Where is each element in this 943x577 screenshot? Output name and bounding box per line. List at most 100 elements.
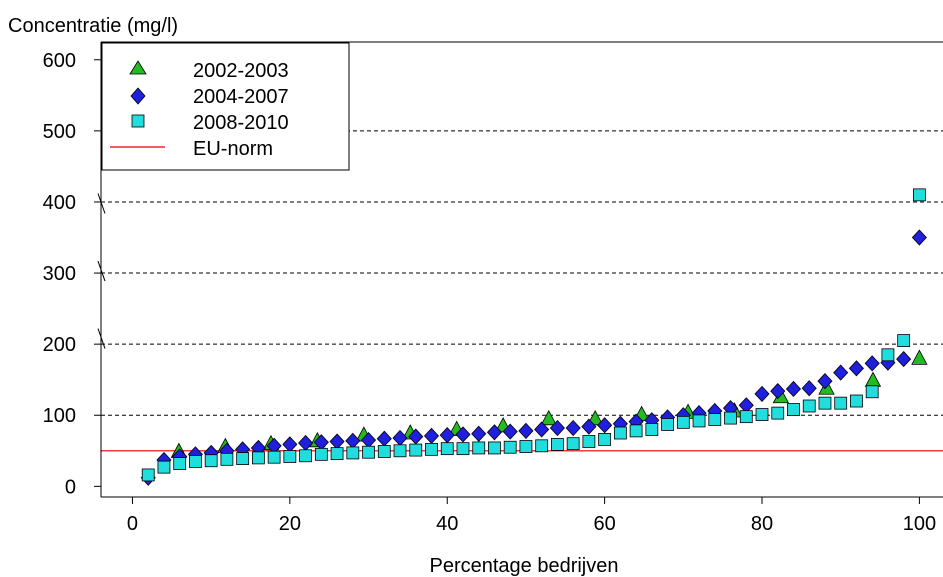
point-2008-2010-2: [173, 457, 187, 470]
point-2004-2007-45: [848, 360, 864, 377]
point-2008-2010-47: [881, 348, 895, 362]
y-tick-label-400: 400: [43, 192, 76, 214]
point-2004-2007-40: [770, 382, 786, 400]
x-tick-label-0: 0: [127, 513, 138, 535]
point-2008-2010-38: [739, 410, 753, 424]
point-2008-2010-17: [409, 443, 423, 457]
point-2004-2007-46: [864, 355, 880, 372]
point-2002-2003-16: [911, 349, 928, 365]
point-2008-2010-30: [613, 426, 627, 440]
point-2008-2010-0: [141, 468, 155, 482]
point-2008-2010-32: [645, 423, 659, 436]
legend-marker-2008-2010: [131, 114, 145, 128]
point-2008-2010-45: [850, 394, 863, 408]
point-2008-2010-8: [267, 450, 281, 464]
x-tick-label-20: 20: [279, 513, 301, 535]
point-2008-2010-25: [535, 439, 549, 453]
legend-label-eu-norm: EU-norm: [193, 138, 273, 160]
point-2008-2010-10: [299, 449, 312, 463]
legend-label-2008-2010: 2008-2010: [193, 112, 289, 134]
point-2004-2007-16: [392, 429, 408, 447]
point-2004-2007-10: [298, 434, 314, 452]
y-axis-break-1: [97, 260, 106, 282]
point-2004-2007-23: [502, 423, 518, 440]
point-2004-2007-21: [471, 425, 487, 442]
point-2004-2007-12: [329, 433, 345, 450]
point-2008-2010-43: [818, 396, 832, 410]
point-2008-2010-20: [456, 442, 470, 456]
point-2008-2010-24: [519, 440, 533, 453]
y-axis-label: Concentratie (mg/l): [8, 15, 178, 37]
point-2008-2010-5: [220, 452, 234, 466]
point-2008-2010-14: [362, 445, 375, 459]
y-tick-label-100: 100: [43, 405, 76, 427]
point-2008-2010-41: [787, 403, 800, 416]
point-2008-2010-39: [755, 408, 769, 421]
point-2004-2007-27: [565, 419, 581, 437]
point-2004-2007-28: [581, 418, 597, 435]
legend-label-2004-2007: 2004-2007: [193, 86, 289, 108]
point-2008-2010-9: [283, 450, 297, 463]
point-2008-2010-13: [346, 446, 360, 460]
y-axis-break-2: [97, 328, 106, 349]
point-2008-2010-36: [708, 413, 722, 426]
data-points: [140, 188, 928, 486]
point-2008-2010-26: [551, 437, 564, 451]
point-2004-2007-9: [282, 436, 298, 453]
point-2008-2010-3: [189, 455, 202, 468]
y-tick-label-300: 300: [43, 263, 76, 285]
point-2004-2007-49: [911, 229, 927, 246]
point-2008-2010-16: [393, 444, 407, 458]
point-2008-2010-28: [582, 435, 596, 448]
point-2004-2007-15: [376, 430, 392, 447]
point-2008-2010-1: [157, 460, 171, 474]
point-2008-2010-31: [629, 424, 643, 438]
legend: 2002-2003 2004-2007 2008-2010 EU-norm: [101, 42, 350, 171]
point-2008-2010-44: [834, 396, 848, 410]
point-2008-2010-19: [440, 442, 454, 456]
point-2008-2010-35: [692, 414, 706, 428]
x-tick-label-100: 100: [903, 513, 936, 535]
point-2004-2007-24: [518, 422, 534, 439]
point-2008-2010-46: [865, 385, 879, 399]
legend-label-2002-2003: 2002-2003: [193, 60, 289, 82]
point-2008-2010-15: [377, 445, 391, 458]
x-tick-label-40: 40: [436, 513, 458, 535]
point-2004-2007-26: [549, 419, 565, 437]
point-2004-2007-13: [345, 432, 361, 449]
point-2008-2010-29: [598, 433, 612, 446]
point-2008-2010-4: [204, 454, 218, 468]
point-2008-2010-40: [771, 406, 785, 420]
point-2002-2003-15: [864, 371, 882, 387]
point-2008-2010-49: [912, 188, 926, 202]
x-tick-label-60: 60: [594, 513, 616, 535]
x-axis-label: Percentage bedrijven: [429, 555, 618, 577]
point-2004-2007-25: [534, 421, 550, 438]
point-2008-2010-23: [503, 440, 517, 454]
point-2008-2010-21: [472, 441, 486, 455]
point-2008-2010-22: [488, 441, 501, 455]
point-2004-2007-39: [754, 385, 770, 403]
point-2008-2010-34: [676, 415, 690, 429]
gridlines: [101, 130, 943, 416]
point-2004-2007-42: [801, 380, 817, 397]
point-2008-2010-6: [236, 452, 250, 466]
point-2004-2007-48: [896, 350, 912, 368]
point-2004-2007-44: [833, 364, 849, 381]
point-2008-2010-48: [897, 334, 911, 347]
point-2004-2007-20: [455, 426, 471, 443]
point-2004-2007-41: [785, 380, 802, 398]
axes: 0 20 40 60 80 100 0 100 200 300 400 500 600: [43, 41, 943, 535]
point-2004-2007-43: [817, 373, 833, 390]
y-tick-label-600: 600: [43, 50, 76, 72]
point-2008-2010-11: [314, 447, 328, 461]
point-2008-2010-37: [724, 411, 737, 425]
x-tick-label-80: 80: [751, 513, 773, 535]
point-2008-2010-7: [251, 451, 265, 465]
legend-marker-2004-2007: [130, 87, 146, 105]
y-tick-label-200: 200: [43, 334, 76, 356]
point-2008-2010-12: [330, 447, 344, 461]
y-tick-label-500: 500: [43, 121, 76, 143]
point-2008-2010-18: [425, 442, 438, 456]
y-axis-break-0: [97, 193, 106, 214]
